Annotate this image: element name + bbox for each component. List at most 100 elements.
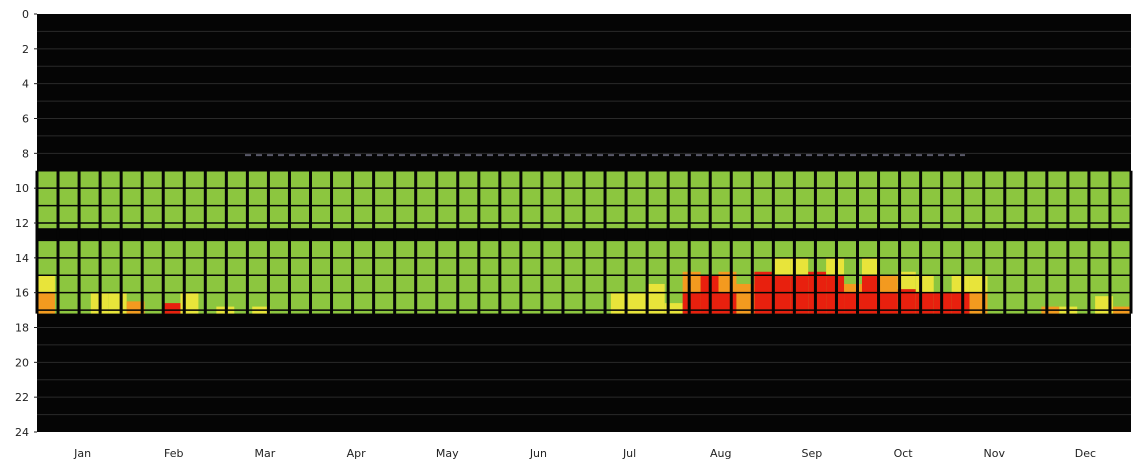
y-tick-label: 16 xyxy=(15,287,29,300)
cell-w9-p0 xyxy=(227,170,247,229)
cell-w39-p0 xyxy=(858,170,878,229)
cell-w18-p0 xyxy=(416,170,436,229)
stress-cell-14 xyxy=(682,292,701,314)
stress-cell-20 xyxy=(772,257,791,276)
x-tick-label: Oct xyxy=(894,447,914,460)
cell-w51-p0 xyxy=(1110,170,1130,229)
x-tick-label: Mar xyxy=(255,447,276,460)
cell-w22-p1 xyxy=(500,240,520,314)
cell-w15-p0 xyxy=(353,170,373,229)
cell-w50-p1 xyxy=(1089,240,1109,314)
cell-w33-p0 xyxy=(732,170,752,229)
cell-w32-p0 xyxy=(711,170,731,229)
x-tick-label: May xyxy=(436,447,459,460)
cell-w43-p0 xyxy=(942,170,962,229)
stress-cell-0 xyxy=(37,275,55,293)
cell-w37-p0 xyxy=(816,170,836,229)
cell-w24-p0 xyxy=(542,170,562,229)
stress-cell-32 xyxy=(879,292,898,314)
stress-cell-5 xyxy=(162,303,181,314)
stress-cell-38 xyxy=(951,275,970,293)
cell-w29-p0 xyxy=(648,170,668,229)
cell-w7-p0 xyxy=(185,170,205,229)
x-tick-label: Jan xyxy=(73,447,91,460)
cell-w1-p0 xyxy=(59,170,79,229)
stress-cell-39 xyxy=(951,292,970,314)
cell-w8-p0 xyxy=(206,170,226,229)
cell-w16-p0 xyxy=(374,170,394,229)
y-tick-label: 18 xyxy=(15,322,29,335)
cell-w50-p0 xyxy=(1089,170,1109,229)
cell-w40-p0 xyxy=(879,170,899,229)
cell-w26-p0 xyxy=(585,170,605,229)
cell-w15-p1 xyxy=(353,240,373,314)
x-tick-label: Aug xyxy=(710,447,731,460)
cell-w14-p1 xyxy=(332,240,352,314)
stress-cell-29 xyxy=(861,257,880,276)
cell-w16-p1 xyxy=(374,240,394,314)
week-dividers xyxy=(35,170,1133,314)
y-tick-label: 20 xyxy=(15,356,29,369)
cell-w49-p0 xyxy=(1068,170,1088,229)
cell-w12-p1 xyxy=(290,240,310,314)
cell-w6-p1 xyxy=(164,240,184,314)
cell-w34-p0 xyxy=(753,170,773,229)
y-tick-label: 12 xyxy=(15,217,29,230)
stress-cell-33 xyxy=(897,271,916,290)
cell-w31-p0 xyxy=(690,170,710,229)
cell-w10-p0 xyxy=(248,170,268,229)
y-tick-label: 0 xyxy=(22,8,29,21)
stress-cell-11 xyxy=(646,283,665,314)
cell-w27-p0 xyxy=(606,170,626,229)
cell-w20-p0 xyxy=(458,170,478,229)
cell-w6-p0 xyxy=(164,170,184,229)
stress-cell-34 xyxy=(897,289,916,314)
cell-w19-p0 xyxy=(437,170,457,229)
stress-cell-12 xyxy=(664,303,683,314)
cell-w21-p1 xyxy=(479,240,499,314)
x-tick-label: Sep xyxy=(802,447,823,460)
cell-w11-p1 xyxy=(269,240,289,314)
cell-w46-p1 xyxy=(1005,240,1025,314)
cell-w13-p1 xyxy=(311,240,331,314)
cell-w24-p1 xyxy=(542,240,562,314)
x-axis-ticks: Jan Feb Mar Apr May Jun Jul Aug Sep Oct Nov Dec xyxy=(73,447,1096,460)
x-tick-label: Nov xyxy=(984,447,1006,460)
cell-w2-p0 xyxy=(80,170,100,229)
y-tick-label: 4 xyxy=(22,78,29,91)
cell-w4-p1 xyxy=(122,240,142,314)
cell-w36-p0 xyxy=(795,170,815,229)
x-tick-label: Apr xyxy=(347,447,367,460)
cell-w19-p1 xyxy=(437,240,457,314)
cell-w12-p0 xyxy=(290,170,310,229)
x-tick-label: Jun xyxy=(529,447,547,460)
cell-w1-p1 xyxy=(59,240,79,314)
cell-w25-p1 xyxy=(563,240,583,314)
cell-w44-p0 xyxy=(963,170,983,229)
cell-w17-p1 xyxy=(395,240,415,314)
x-tick-label: Dec xyxy=(1075,447,1096,460)
cell-w17-p0 xyxy=(395,170,415,229)
cell-w26-p1 xyxy=(585,240,605,314)
cell-w35-p0 xyxy=(774,170,794,229)
cell-w41-p0 xyxy=(900,170,920,229)
cell-w18-p1 xyxy=(416,240,436,314)
cell-w23-p1 xyxy=(521,240,541,314)
cell-w0-p0 xyxy=(38,170,58,229)
stress-cell-31 xyxy=(879,275,898,293)
stress-cell-30 xyxy=(861,275,880,314)
cell-w22-p0 xyxy=(500,170,520,229)
cell-w46-p0 xyxy=(1005,170,1025,229)
cell-w48-p1 xyxy=(1047,240,1067,314)
stress-cell-10 xyxy=(628,292,647,314)
cell-w10-p1 xyxy=(248,240,268,314)
stress-cell-9 xyxy=(610,292,629,314)
cell-w48-p0 xyxy=(1047,170,1067,229)
stress-cell-21 xyxy=(772,275,791,314)
cell-w45-p1 xyxy=(984,240,1004,314)
y-tick-label: 10 xyxy=(15,182,29,195)
y-tick-label: 14 xyxy=(15,252,29,265)
cell-w14-p0 xyxy=(332,170,352,229)
